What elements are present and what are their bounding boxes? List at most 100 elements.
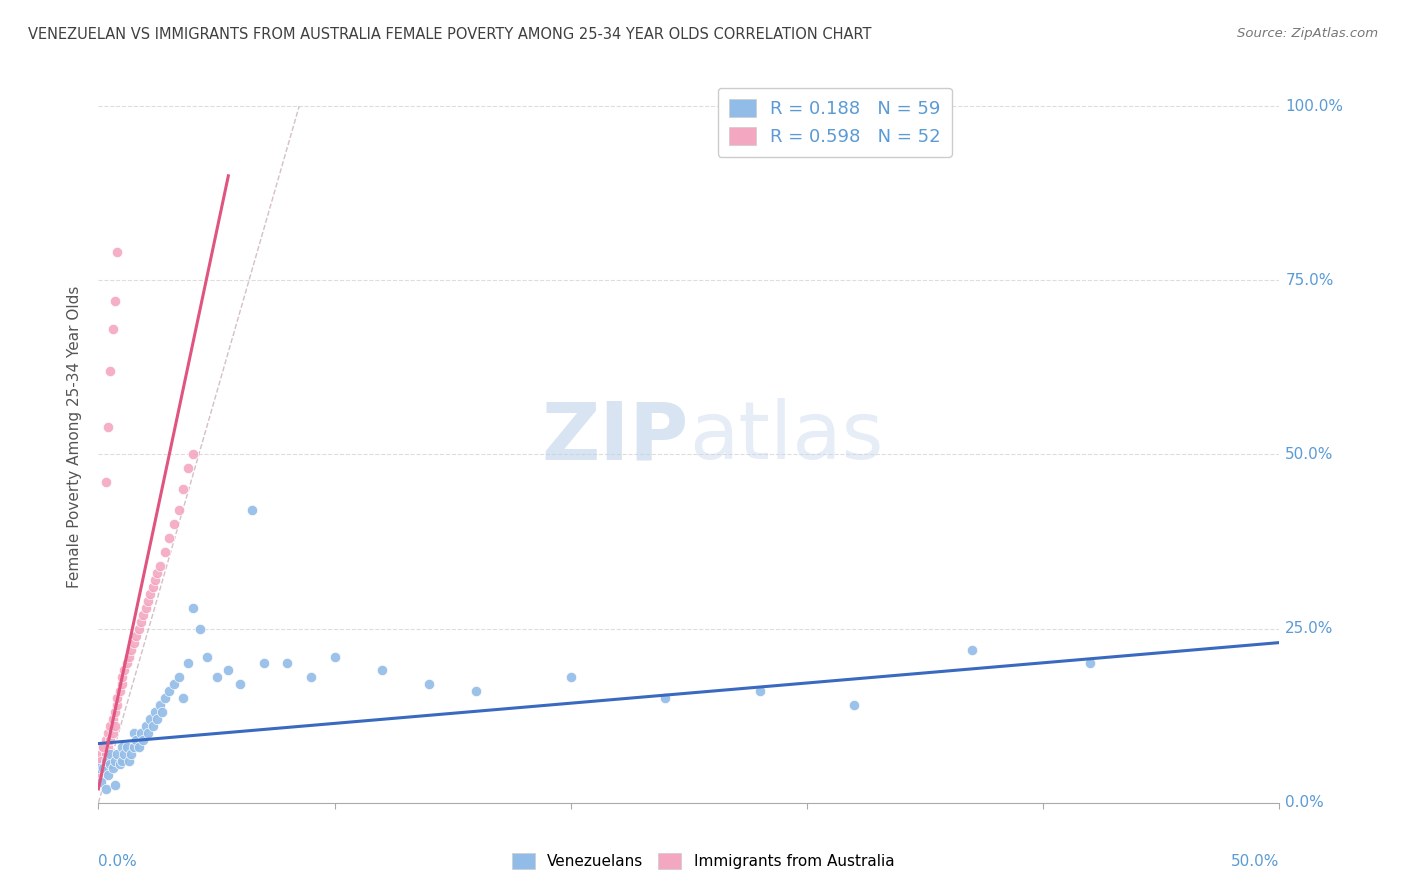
Text: 50.0%: 50.0% xyxy=(1232,854,1279,869)
Point xyxy=(94,754,117,768)
Point xyxy=(163,677,186,691)
Point xyxy=(122,740,145,755)
Point xyxy=(121,642,143,657)
Point xyxy=(195,649,218,664)
Point xyxy=(115,740,138,755)
Point xyxy=(90,775,112,789)
Point xyxy=(98,747,121,761)
Point xyxy=(153,545,176,559)
Point xyxy=(91,761,114,775)
Point xyxy=(136,594,159,608)
Point xyxy=(97,726,120,740)
Point xyxy=(87,754,110,768)
Point xyxy=(90,761,112,775)
Point xyxy=(240,503,263,517)
Point xyxy=(217,664,239,678)
Point xyxy=(188,622,211,636)
Text: 25.0%: 25.0% xyxy=(1285,621,1334,636)
Point xyxy=(143,573,166,587)
Point xyxy=(142,580,165,594)
Point xyxy=(122,635,145,649)
Text: ZIP: ZIP xyxy=(541,398,689,476)
Point xyxy=(97,740,120,755)
Point xyxy=(104,719,127,733)
Text: 100.0%: 100.0% xyxy=(1285,99,1343,113)
Point xyxy=(371,664,394,678)
Point xyxy=(149,558,172,573)
Point xyxy=(128,740,150,755)
Point xyxy=(323,649,346,664)
Text: VENEZUELAN VS IMMIGRANTS FROM AUSTRALIA FEMALE POVERTY AMONG 25-34 YEAR OLDS COR: VENEZUELAN VS IMMIGRANTS FROM AUSTRALIA … xyxy=(28,27,872,42)
Point xyxy=(98,733,121,747)
Point xyxy=(98,719,121,733)
Point xyxy=(101,322,124,336)
Point xyxy=(229,677,252,691)
Point xyxy=(150,705,173,719)
Point xyxy=(129,726,152,740)
Point xyxy=(94,781,117,796)
Point xyxy=(115,657,138,671)
Point xyxy=(181,600,204,615)
Point xyxy=(91,740,114,755)
Point xyxy=(139,712,162,726)
Point xyxy=(167,670,190,684)
Point xyxy=(94,733,117,747)
Point xyxy=(98,364,121,378)
Text: 50.0%: 50.0% xyxy=(1285,447,1334,462)
Point xyxy=(91,740,114,755)
Point xyxy=(1080,657,1102,671)
Point xyxy=(108,757,131,772)
Point xyxy=(299,670,322,684)
Point xyxy=(844,698,866,713)
Point xyxy=(146,712,169,726)
Point xyxy=(748,684,770,698)
Point xyxy=(118,649,141,664)
Point xyxy=(105,747,128,761)
Point xyxy=(135,600,157,615)
Point xyxy=(177,461,200,475)
Point xyxy=(205,670,228,684)
Point xyxy=(132,733,155,747)
Point xyxy=(153,691,176,706)
Point xyxy=(108,684,131,698)
Point xyxy=(654,691,676,706)
Point xyxy=(97,768,120,782)
Point xyxy=(104,778,127,792)
Point xyxy=(111,740,134,755)
Text: Source: ZipAtlas.com: Source: ZipAtlas.com xyxy=(1237,27,1378,40)
Point xyxy=(177,657,200,671)
Point xyxy=(121,747,143,761)
Point xyxy=(136,726,159,740)
Point xyxy=(143,705,166,719)
Point xyxy=(128,622,150,636)
Text: 0.0%: 0.0% xyxy=(1285,796,1324,810)
Point xyxy=(94,475,117,490)
Point xyxy=(90,747,112,761)
Legend: Venezuelans, Immigrants from Australia: Venezuelans, Immigrants from Australia xyxy=(506,847,900,875)
Point xyxy=(465,684,488,698)
Point xyxy=(101,761,124,775)
Point xyxy=(105,691,128,706)
Point xyxy=(112,664,135,678)
Point xyxy=(94,747,117,761)
Point xyxy=(172,483,194,497)
Point xyxy=(104,294,127,309)
Point xyxy=(112,747,135,761)
Point xyxy=(87,768,110,782)
Y-axis label: Female Poverty Among 25-34 Year Olds: Female Poverty Among 25-34 Year Olds xyxy=(67,286,83,588)
Point xyxy=(122,726,145,740)
Text: atlas: atlas xyxy=(689,398,883,476)
Point xyxy=(172,691,194,706)
Legend: R = 0.188   N = 59, R = 0.598   N = 52: R = 0.188 N = 59, R = 0.598 N = 52 xyxy=(717,87,952,157)
Point xyxy=(101,712,124,726)
Point xyxy=(149,698,172,713)
Point xyxy=(146,566,169,580)
Point xyxy=(132,607,155,622)
Point xyxy=(104,705,127,719)
Point xyxy=(87,761,110,775)
Point xyxy=(157,684,180,698)
Point xyxy=(139,587,162,601)
Point xyxy=(253,657,276,671)
Point xyxy=(276,657,298,671)
Point xyxy=(560,670,582,684)
